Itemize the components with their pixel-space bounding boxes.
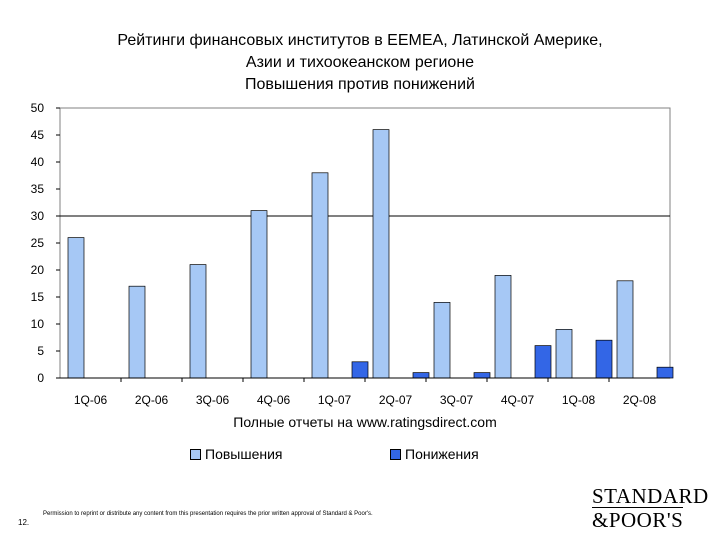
bar-upgrades	[189, 264, 207, 379]
y-tick-label: 25	[31, 236, 45, 250]
x-tick-label: 1Q-08	[562, 393, 596, 407]
chart-title-line-2: Азии и тихоокеанском регионе	[245, 54, 475, 71]
y-tick-label: 35	[31, 182, 45, 196]
bar-downgrades	[595, 339, 613, 379]
y-tick-label: 40	[31, 155, 45, 169]
bar-downgrades	[412, 372, 430, 379]
bar-downgrades	[656, 366, 674, 379]
bar-upgrades	[372, 129, 390, 379]
legend-item-downgrades: Понижения	[390, 446, 479, 462]
x-tick-label: 2Q-08	[623, 393, 657, 407]
x-tick-label: 2Q-06	[135, 393, 169, 407]
y-tick-label: 0	[37, 371, 44, 385]
legend-swatch-downgrades	[390, 448, 401, 460]
x-tick-label: 4Q-06	[257, 393, 291, 407]
x-tick-label: 3Q-07	[440, 393, 474, 407]
plot-area	[59, 107, 671, 379]
logo-line-2: &POOR'S	[592, 507, 684, 532]
bar-downgrades	[473, 372, 491, 379]
sp-logo: STANDARD &POOR'S	[592, 484, 709, 532]
chart-title: Рейтинги финансовых институтов в ЕЕМЕА, …	[60, 30, 660, 96]
x-tick-label: 1Q-06	[74, 393, 108, 407]
bar-upgrades	[433, 302, 451, 379]
x-tick-label: 4Q-07	[501, 393, 535, 407]
bar-upgrades	[128, 285, 146, 379]
legend: Повышения Понижения	[190, 446, 510, 464]
x-tick-label: 2Q-07	[379, 393, 413, 407]
x-tick-label: 3Q-06	[196, 393, 230, 407]
bar-upgrades	[67, 237, 85, 379]
legend-swatch-upgrades	[190, 448, 201, 460]
y-tick-label: 20	[31, 263, 45, 277]
bar-downgrades	[534, 345, 552, 379]
y-tick-label: 10	[31, 317, 45, 331]
page-number: 12.	[18, 518, 30, 527]
chart-title-line-3: Повышения против понижений	[245, 76, 475, 93]
y-tick-label: 30	[31, 209, 45, 223]
bar-upgrades	[494, 275, 512, 379]
chart-title-line-1: Рейтинги финансовых институтов в ЕЕМЕА, …	[117, 32, 603, 49]
bar-upgrades	[250, 210, 268, 379]
bar-upgrades	[616, 280, 634, 379]
y-tick-label: 50	[31, 101, 45, 115]
bar-downgrades	[351, 361, 369, 379]
x-tick-label: 1Q-07	[318, 393, 352, 407]
legend-label-upgrades: Повышения	[205, 446, 283, 462]
legend-label-downgrades: Понижения	[405, 446, 479, 462]
x-axis-label: Полные отчеты на www.ratingsdirect.com	[233, 414, 497, 430]
permission-notice: Permission to reprint or distribute any …	[43, 511, 373, 517]
bar-upgrades	[555, 329, 573, 379]
logo-line-1: STANDARD	[592, 484, 709, 508]
y-tick-label: 45	[31, 128, 45, 142]
y-tick-label: 5	[37, 344, 44, 358]
legend-item-upgrades: Повышения	[190, 446, 283, 462]
bar-upgrades	[311, 172, 329, 379]
y-tick-label: 15	[31, 290, 45, 304]
